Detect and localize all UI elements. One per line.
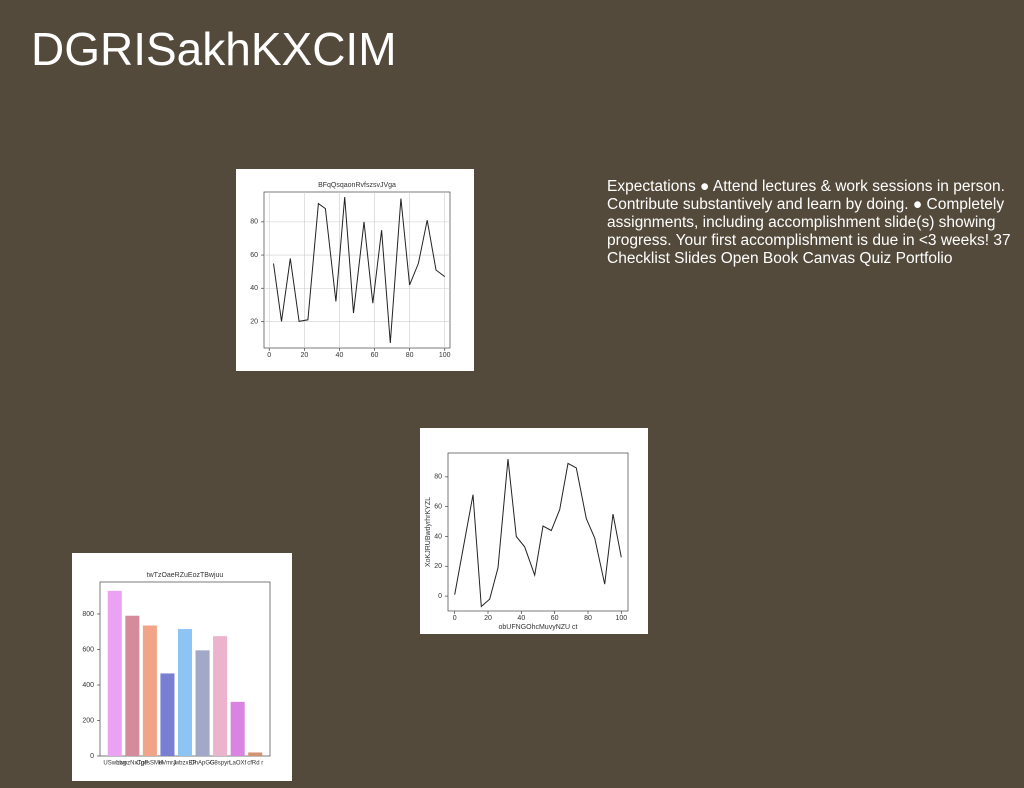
chart-title: twTzOaeRZuEozTBwjuu — [147, 572, 224, 579]
bar — [248, 752, 263, 756]
y-axis-label: XoKJRUBwdyrhrKYZL — [425, 497, 432, 567]
x-tick-label: 0 — [267, 352, 271, 359]
x-tick-label: 80 — [406, 352, 414, 359]
y-tick-label: 800 — [82, 611, 94, 618]
bar — [107, 590, 122, 756]
x-tick-label: 0 — [453, 615, 457, 622]
line — [454, 458, 622, 608]
x-tick-label: 100 — [615, 615, 627, 622]
bar — [142, 625, 157, 756]
x-tick-label: CpcsSMH — [136, 761, 163, 767]
y-tick-label: 400 — [82, 682, 94, 689]
x-tick-label: CnApGG — [190, 761, 215, 767]
x-tick-label: LaOXf — [229, 761, 246, 767]
bar — [177, 629, 193, 756]
x-tick-label: 100 — [439, 352, 451, 359]
x-tick-label: 40 — [336, 352, 344, 359]
x-tick-label: 60 — [551, 615, 559, 622]
x-tick-label: G8spyn — [210, 761, 231, 767]
body-text: Expectations ● Attend lectures & work se… — [607, 178, 1011, 267]
y-tick-label: 20 — [434, 563, 442, 570]
y-tick-label: 0 — [90, 753, 94, 760]
y-tick-label: 200 — [82, 717, 94, 724]
plot-frame — [447, 452, 629, 612]
chart: obUFNGOhcMuvyNZU ct XoKJRUBwdyrhrKYZL 0 20 4… — [420, 428, 648, 634]
y-tick-label: 20 — [250, 318, 258, 325]
line — [273, 196, 446, 344]
x-tick-label: 40 — [517, 615, 525, 622]
y-tick-label: 60 — [250, 252, 258, 259]
bar — [213, 636, 228, 756]
y-tick-label: 80 — [250, 219, 258, 226]
bar — [195, 650, 210, 756]
x-tick-label: 60 — [371, 352, 379, 359]
x-tick-label: 20 — [484, 615, 492, 622]
x-tick-label: dVmrJ — [159, 761, 176, 767]
y-tick-label: 0 — [438, 593, 442, 600]
bar — [160, 673, 175, 756]
chart: BFqQsqaonRvfszsvJVga 20 40 60 80 0 20 40 60 80 100 — [236, 169, 474, 371]
x-tick-label: hwozNxTgP — [116, 761, 148, 767]
bar — [230, 701, 245, 756]
y-tick-label: 80 — [434, 474, 442, 481]
x-tick-label: 20 — [300, 352, 308, 359]
plot-frame — [263, 191, 451, 349]
chart-title: BFqQsqaonRvfszsvJVga — [318, 182, 396, 189]
x-tick-label: jwbzxEP — [172, 761, 196, 767]
x-tick-label: USwLbg — [103, 761, 126, 767]
bar — [125, 615, 140, 756]
x-axis-label: obUFNGOhcMuvyNZU ct — [499, 624, 578, 631]
x-tick-label: 80 — [584, 615, 592, 622]
y-tick-label: 60 — [434, 504, 442, 511]
y-tick-label: 40 — [434, 533, 442, 540]
y-tick-label: 40 — [250, 285, 258, 292]
x-tick-label: cfRd r — [247, 761, 263, 767]
chart: twTzOaeRZuEozTBwjuu 0 200 400 600 800 USwLbghw… — [72, 553, 292, 781]
y-tick-label: 600 — [82, 646, 94, 653]
slide-title: DGRISakhKXCIM — [31, 23, 397, 75]
